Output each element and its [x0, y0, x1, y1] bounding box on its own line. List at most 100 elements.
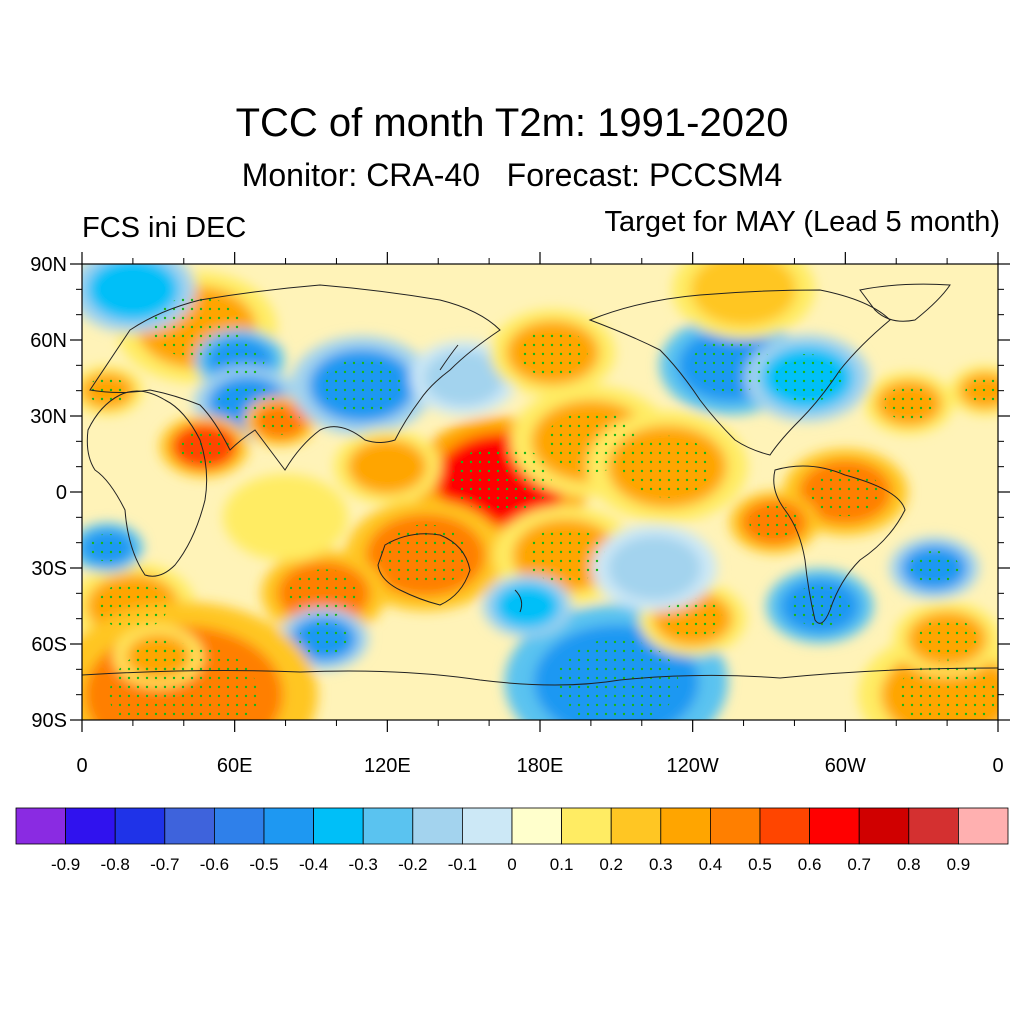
- coast-new-zealand: [514, 589, 523, 613]
- colorbar-swatch: [213, 807, 265, 845]
- lon-tick-label: 120E: [364, 755, 411, 777]
- colorbar-swatch: [15, 807, 66, 845]
- init-label: FCS ini DEC: [82, 212, 247, 244]
- stipple-region: [691, 337, 771, 393]
- map-area: [82, 264, 998, 720]
- stipple-region: [884, 386, 934, 421]
- lat-tick-label: 90N: [30, 254, 67, 276]
- colorbar-label: -0.5: [249, 855, 278, 874]
- colorbar-label: -0.1: [448, 855, 477, 874]
- figure-title: TCC of month T2m: 1991-2020: [235, 101, 789, 145]
- coast-greenland: [859, 283, 951, 322]
- colorbar-label: 0.9: [947, 855, 971, 874]
- coast-north-america: [588, 289, 891, 456]
- stipple-region: [909, 550, 960, 586]
- colorbar-swatch: [759, 807, 810, 845]
- stipple-region: [554, 639, 679, 720]
- stipple-region: [452, 444, 552, 514]
- lat-tick-label: 60N: [30, 330, 67, 352]
- lon-tick-label: 0: [76, 755, 87, 777]
- figure-subtitle: Monitor: CRA-40 Forecast: PCCSM4: [241, 157, 783, 193]
- lon-tick-label: 120W: [667, 755, 719, 777]
- colorbar-swatch: [313, 807, 364, 845]
- colorbar-swatch: [65, 807, 116, 845]
- colorbar-swatch: [710, 807, 761, 845]
- lon-tick-label: 60E: [217, 755, 253, 777]
- target-label: Target for MAY (Lead 5 month): [604, 206, 1000, 238]
- colorbar: -0.9 -0.8 -0.7 -0.6 -0.5 -0.4 -0.3 -0.2 -0.1 0 0.1…: [15, 807, 1009, 874]
- coastlines: [82, 283, 998, 686]
- stipple-region: [133, 639, 184, 674]
- stipple-region: [214, 343, 265, 378]
- coast-south-america: [773, 465, 906, 624]
- stipple-region: [790, 585, 850, 627]
- colorbar-label: -0.9: [51, 855, 80, 874]
- stipple-region: [217, 382, 278, 424]
- stipple-region: [322, 358, 402, 414]
- colorbar-label: 0: [507, 855, 516, 874]
- colorbar-label: -0.2: [398, 855, 427, 874]
- significance-stipple: [87, 296, 998, 720]
- stipple-region: [87, 376, 128, 405]
- colorbar-swatch: [362, 807, 414, 845]
- colorbar-label: -0.7: [150, 855, 179, 874]
- stipple-region: [546, 410, 636, 473]
- lat-tick-label: 90S: [31, 710, 67, 732]
- coast-antarctica: [82, 667, 998, 686]
- stipple-region: [662, 598, 723, 640]
- coast-eurasia: [89, 284, 501, 471]
- colorbar-swatch: [858, 807, 910, 845]
- colorbar-label: 0.3: [649, 855, 673, 874]
- stipple-region: [897, 660, 997, 720]
- stipple-region: [622, 435, 712, 498]
- coast-japan: [439, 344, 459, 371]
- stipple-region: [288, 569, 359, 618]
- stipple-region: [380, 524, 471, 587]
- lat-tick-label: 30S: [31, 558, 67, 580]
- colorbar-label: 0.8: [897, 855, 921, 874]
- stipple-region: [260, 407, 301, 435]
- stipple-region: [517, 328, 588, 377]
- colorbar-swatch: [511, 807, 562, 845]
- colorbar-swatch: [114, 807, 166, 845]
- colorbar-label: -0.8: [101, 855, 130, 874]
- colorbar-swatch: [263, 807, 314, 845]
- colorbar-label: 0.1: [550, 855, 574, 874]
- field-blob: [494, 583, 561, 629]
- colorbar-swatch: [461, 807, 513, 845]
- stipple-region: [917, 618, 977, 660]
- lon-tick-label: 180E: [517, 755, 564, 777]
- colorbar-label: 0.4: [699, 855, 723, 874]
- stipple-region: [525, 527, 606, 583]
- coast-africa: [86, 390, 208, 577]
- lon-tick-label: 0: [992, 755, 1003, 777]
- stipple-region: [749, 505, 799, 540]
- colorbar-label: 0.6: [798, 855, 822, 874]
- stipple-region: [98, 581, 168, 631]
- colorbar-swatch: [958, 807, 1009, 845]
- colorbar-swatch: [412, 807, 463, 845]
- stipple-region: [151, 296, 242, 359]
- colorbar-label: 0.5: [748, 855, 772, 874]
- colorbar-swatch: [809, 807, 860, 845]
- colorbar-swatch: [164, 807, 215, 845]
- lon-axis: 0 60E 120E 180E 120W 60W 0: [76, 252, 1004, 777]
- colorbar-label: -0.6: [200, 855, 229, 874]
- field-blob: [690, 264, 797, 326]
- lon-tick-label: 60W: [825, 755, 866, 777]
- colorbar-label: 0.2: [599, 855, 623, 874]
- colorbar-swatch: [561, 807, 612, 845]
- colorbar-label: -0.3: [349, 855, 378, 874]
- stipple-region: [179, 429, 229, 464]
- stipple-region: [298, 621, 349, 657]
- colorbar-label: 0.7: [847, 855, 871, 874]
- field-blob: [608, 535, 701, 601]
- stipple-region: [87, 533, 128, 562]
- coast-australia: [377, 533, 471, 606]
- colorbar-swatch: [908, 807, 959, 845]
- colorbar-label: -0.4: [299, 855, 328, 874]
- colorbar-swatch: [610, 807, 662, 845]
- lat-tick-label: 60S: [31, 634, 67, 656]
